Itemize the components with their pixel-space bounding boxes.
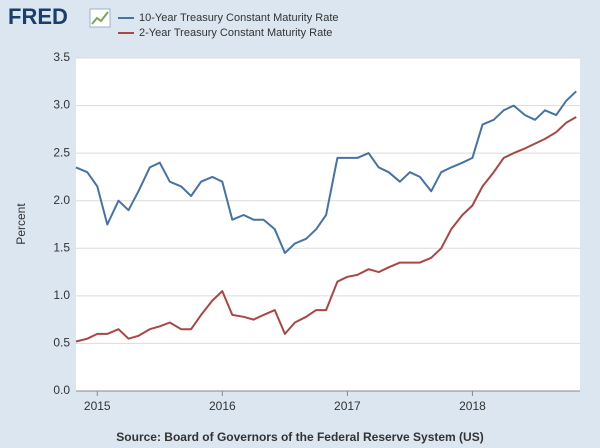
x-tick-label: 2015: [84, 399, 111, 413]
y-tick-label: 0.0: [53, 383, 70, 397]
y-tick-label: 1.5: [53, 240, 70, 254]
legend-label: 2-Year Treasury Constant Maturity Rate: [139, 27, 332, 39]
y-tick-label: 3.5: [53, 50, 70, 64]
legend-label: 10-Year Treasury Constant Maturity Rate: [139, 12, 339, 24]
y-tick-label: 3.0: [53, 98, 70, 112]
y-tick-label: 1.0: [53, 288, 70, 302]
y-tick-label: 0.5: [53, 336, 70, 350]
source: Source: Board of Governors of the Federa…: [116, 430, 483, 444]
y-axis-label: Percent: [14, 203, 28, 245]
logo-icon: [89, 8, 111, 28]
y-tick-label: 2.5: [53, 145, 70, 159]
line: [75, 90, 577, 254]
y-tick-label: 2.0: [53, 193, 70, 207]
x-tick-label: 2016: [209, 399, 236, 413]
plot-area: [76, 58, 580, 391]
logo: FRED: [8, 4, 68, 29]
x-tick-label: 2018: [459, 399, 486, 413]
x-tick-label: 2017: [334, 399, 361, 413]
line: [75, 116, 577, 343]
